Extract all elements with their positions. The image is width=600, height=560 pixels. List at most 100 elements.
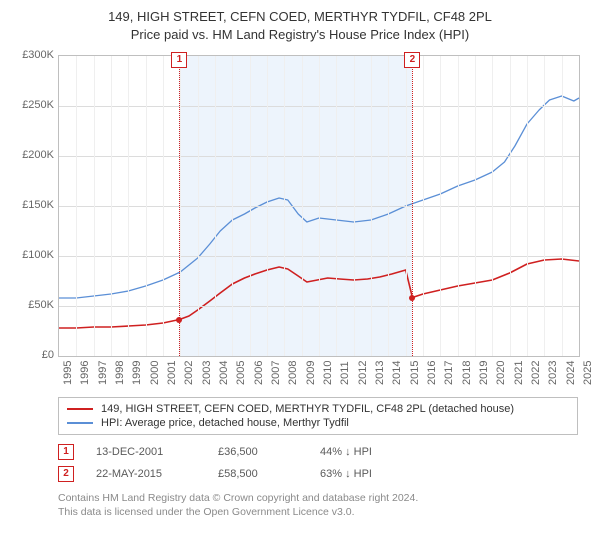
title-line-2: Price paid vs. HM Land Registry's House … [8, 26, 592, 44]
gridline-v [510, 56, 511, 356]
event-date: 13-DEC-2001 [96, 446, 196, 458]
gridline-v [302, 56, 303, 356]
event-row: 1 13-DEC-2001 £36,500 44% ↓ HPI [58, 441, 578, 463]
x-axis-label: 2002 [183, 361, 195, 385]
x-axis-label: 2019 [478, 361, 490, 385]
gridline-v [198, 56, 199, 356]
x-axis-label: 2005 [235, 361, 247, 385]
legend: 149, HIGH STREET, CEFN COED, MERTHYR TYD… [58, 397, 578, 435]
chart-title: 149, HIGH STREET, CEFN COED, MERTHYR TYD… [8, 8, 592, 43]
gridline-v [406, 56, 407, 356]
event-price: £58,500 [218, 468, 298, 480]
chart-container: 149, HIGH STREET, CEFN COED, MERTHYR TYD… [0, 0, 600, 523]
gridline-v [562, 56, 563, 356]
gridline-v [180, 56, 181, 356]
gridline-v [250, 56, 251, 356]
marker-box: 1 [171, 52, 187, 68]
event-row: 2 22-MAY-2015 £58,500 63% ↓ HPI [58, 463, 578, 485]
footer-line-2: This data is licensed under the Open Gov… [58, 505, 578, 519]
legend-row: HPI: Average price, detached house, Mert… [67, 416, 569, 430]
x-axis-label: 2011 [339, 361, 351, 385]
x-axis-label: 2006 [253, 361, 265, 385]
x-axis-label: 2013 [374, 361, 386, 385]
y-axis-label: £150K [22, 199, 54, 211]
x-axis-label: 2024 [565, 361, 577, 385]
x-axis-label: 2003 [201, 361, 213, 385]
gridline-v [492, 56, 493, 356]
x-axis-label: 2021 [513, 361, 525, 385]
gridline-v [111, 56, 112, 356]
gridline-v [336, 56, 337, 356]
x-axis-label: 2020 [495, 361, 507, 385]
legend-label: HPI: Average price, detached house, Mert… [101, 417, 349, 429]
x-axis-label: 2010 [322, 361, 334, 385]
x-axis-label: 2023 [547, 361, 559, 385]
gridline-v [527, 56, 528, 356]
gridline-v [475, 56, 476, 356]
x-axis-label: 2007 [270, 361, 282, 385]
x-axis-label: 1997 [97, 361, 109, 385]
x-axis-label: 2014 [391, 361, 403, 385]
gridline-v [423, 56, 424, 356]
gridline-v [215, 56, 216, 356]
footer-attribution: Contains HM Land Registry data © Crown c… [58, 491, 578, 519]
legend-swatch [67, 422, 93, 424]
x-axis-label: 2008 [287, 361, 299, 385]
plot-area: 12 [58, 55, 580, 357]
x-axis-label: 2017 [443, 361, 455, 385]
y-axis-label: £200K [22, 149, 54, 161]
gridline-v [354, 56, 355, 356]
legend-row: 149, HIGH STREET, CEFN COED, MERTHYR TYD… [67, 402, 569, 416]
event-marker-box: 2 [58, 466, 74, 482]
title-line-1: 149, HIGH STREET, CEFN COED, MERTHYR TYD… [8, 8, 592, 26]
event-table: 1 13-DEC-2001 £36,500 44% ↓ HPI 2 22-MAY-2015… [58, 441, 578, 485]
x-axis-label: 1998 [114, 361, 126, 385]
x-axis-label: 2016 [426, 361, 438, 385]
gridline-v [128, 56, 129, 356]
x-axis-label: 2018 [461, 361, 473, 385]
x-axis-label: 1999 [131, 361, 143, 385]
y-axis-label: £100K [22, 249, 54, 261]
event-price: £36,500 [218, 446, 298, 458]
event-delta: 44% ↓ HPI [320, 446, 578, 458]
marker-box: 2 [404, 52, 420, 68]
marker-point [176, 317, 182, 323]
gridline-v [163, 56, 164, 356]
x-axis-label: 1995 [62, 361, 74, 385]
x-axis-label: 2022 [530, 361, 542, 385]
x-axis-label: 2000 [149, 361, 161, 385]
event-date: 22-MAY-2015 [96, 468, 196, 480]
legend-swatch [67, 408, 93, 410]
x-axis-label: 2012 [357, 361, 369, 385]
x-axis-label: 1996 [79, 361, 91, 385]
x-axis-label: 2025 [582, 361, 594, 385]
gridline-v [440, 56, 441, 356]
event-marker-box: 1 [58, 444, 74, 460]
gridline-v [544, 56, 545, 356]
gridline-v [371, 56, 372, 356]
x-axis-label: 2015 [409, 361, 421, 385]
gridline-v [388, 56, 389, 356]
marker-line [179, 56, 180, 356]
gridline-v [458, 56, 459, 356]
x-axis-label: 2004 [218, 361, 230, 385]
y-axis-label: £50K [28, 299, 54, 311]
x-axis-label: 2009 [305, 361, 317, 385]
legend-label: 149, HIGH STREET, CEFN COED, MERTHYR TYD… [101, 403, 514, 415]
gridline-v [76, 56, 77, 356]
gridline-v [146, 56, 147, 356]
marker-line [412, 56, 413, 356]
event-delta: 63% ↓ HPI [320, 468, 578, 480]
chart-area: 12 £0£50K£100K£150K£200K£250K£300K199519… [8, 49, 592, 389]
gridline-v [284, 56, 285, 356]
y-axis-label: £0 [42, 349, 54, 361]
y-axis-label: £300K [22, 49, 54, 61]
gridline-v [94, 56, 95, 356]
gridline-v [319, 56, 320, 356]
gridline-v [267, 56, 268, 356]
x-axis-label: 2001 [166, 361, 178, 385]
y-axis-label: £250K [22, 99, 54, 111]
gridline-v [232, 56, 233, 356]
marker-point [409, 295, 415, 301]
footer-line-1: Contains HM Land Registry data © Crown c… [58, 491, 578, 505]
